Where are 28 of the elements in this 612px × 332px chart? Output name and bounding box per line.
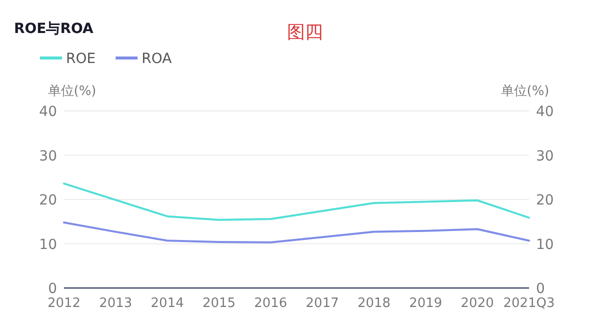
x-tick-label: 2021Q3 [503,296,555,311]
legend-label: ROE [66,51,96,67]
y2-tick-label: 10 [536,236,554,253]
y2-axis-title: 单位(%) [500,84,550,99]
x-tick-label: 2016 [254,296,288,311]
y-axis-title: 单位(%) [48,84,96,99]
x-tick-label: 2017 [306,296,339,311]
y-tick-label: 0 [48,281,57,297]
x-tick-label: 2012 [47,296,81,311]
y-tick-label: 10 [39,236,57,253]
line-series [63,182,530,221]
y-tick-label: 40 [39,104,57,120]
line-series [63,222,530,244]
y-tick-label: 20 [39,192,57,208]
x-tick-label: 2013 [99,296,132,311]
y2-tick-label: 40 [536,104,554,120]
x-tick-label: 2018 [357,296,391,311]
x-tick-label: 2019 [409,296,442,311]
legend-label: ROA [142,51,172,67]
y-tick-label: 30 [39,148,57,164]
y2-tick-label: 30 [536,148,554,164]
text: 图四 [287,22,323,43]
y2-tick-label: 20 [536,192,554,208]
y2-tick-label: 0 [536,281,545,297]
x-tick-label: 2015 [202,296,236,311]
x-tick-label: 2020 [460,296,494,311]
chart-title: ROE与ROA [14,21,94,37]
x-tick-label: 2014 [150,296,184,311]
